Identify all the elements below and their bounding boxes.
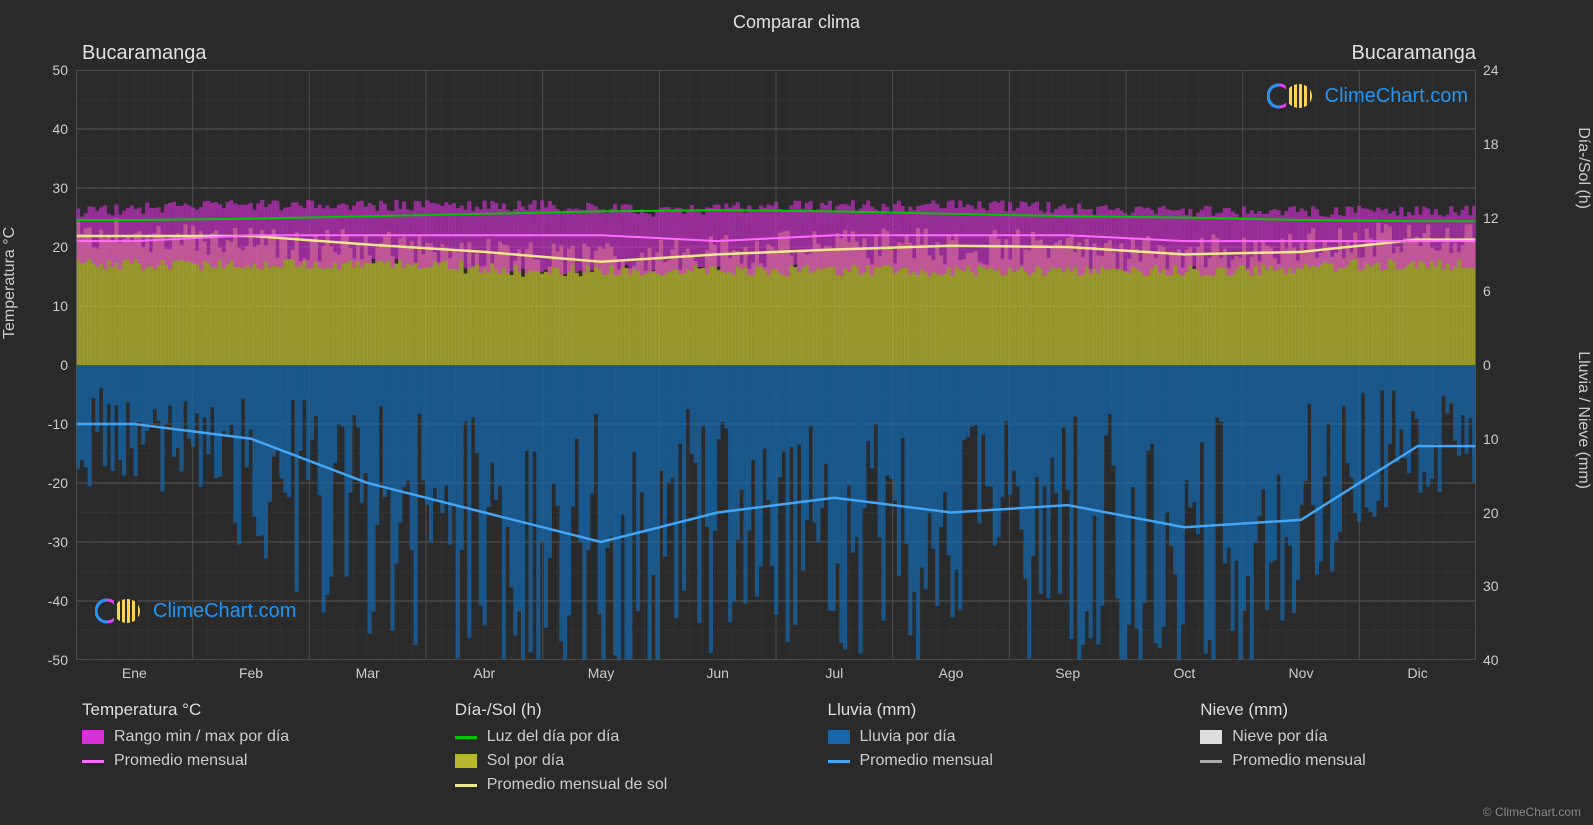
watermark-logo-bottom: ClimeChart.com	[95, 595, 296, 627]
legend-item: Promedio mensual	[828, 752, 1181, 770]
legend-item: Promedio mensual	[82, 752, 435, 770]
city-label-right: Bucaramanga	[1351, 42, 1476, 65]
legend-group-title: Temperatura °C	[82, 700, 435, 720]
y-tick-right: 6	[1483, 283, 1491, 299]
y-tick-left: -20	[48, 475, 68, 491]
y-axis-right-top-label: Día-/Sol (h)	[1574, 127, 1592, 209]
y-tick-left: 20	[52, 239, 68, 255]
x-tick: Sep	[1055, 665, 1080, 681]
legend-item: Nieve por día	[1200, 728, 1553, 746]
x-tick: Ene	[122, 665, 147, 681]
legend-line-icon	[1200, 760, 1222, 763]
y-tick-left: -10	[48, 416, 68, 432]
legend-line-icon	[455, 784, 477, 787]
y-tick-left: -40	[48, 593, 68, 609]
legend-swatch-icon	[1200, 730, 1222, 744]
x-tick: May	[588, 665, 614, 681]
y-tick-left: -50	[48, 652, 68, 668]
legend-line-icon	[455, 736, 477, 739]
y-tick-right: 20	[1483, 505, 1499, 521]
legend-group-title: Nieve (mm)	[1200, 700, 1553, 720]
legend-group: Nieve (mm) Nieve por día Promedio mensual	[1200, 700, 1553, 800]
legend-group: Día-/Sol (h) Luz del día por día Sol por d…	[455, 700, 808, 800]
legend-group-title: Día-/Sol (h)	[455, 700, 808, 720]
y-tick-left: 50	[52, 62, 68, 78]
legend-group: Lluvia (mm) Lluvia por día Promedio mensua…	[828, 700, 1181, 800]
x-tick: Feb	[239, 665, 263, 681]
legend-label: Sol por día	[487, 752, 564, 770]
legend-line-icon	[82, 760, 104, 763]
x-tick: Jul	[825, 665, 843, 681]
x-tick: Ago	[939, 665, 964, 681]
y-tick-right: 0	[1483, 357, 1491, 373]
legend-item: Lluvia por día	[828, 728, 1181, 746]
y-tick-left: -30	[48, 534, 68, 550]
city-label-left: Bucaramanga	[82, 42, 207, 65]
y-tick-right: 40	[1483, 652, 1499, 668]
y-tick-left: 40	[52, 121, 68, 137]
legend: Temperatura °C Rango min / max por día Pro…	[82, 700, 1553, 800]
legend-label: Lluvia por día	[860, 728, 956, 746]
y-axis-right-bot-label: Lluvia / Nieve (mm)	[1574, 351, 1592, 489]
x-tick: Abr	[473, 665, 495, 681]
legend-label: Promedio mensual	[1232, 752, 1365, 770]
legend-item: Promedio mensual	[1200, 752, 1553, 770]
legend-item: Promedio mensual de sol	[455, 776, 808, 794]
y-tick-left: 30	[52, 180, 68, 196]
y-tick-right: 18	[1483, 136, 1499, 152]
legend-item: Rango min / max por día	[82, 728, 435, 746]
brand-icon	[95, 595, 145, 627]
x-tick: Oct	[1173, 665, 1195, 681]
y-tick-left: 10	[52, 298, 68, 314]
watermark-text: ClimeChart.com	[1325, 85, 1468, 108]
x-tick: Nov	[1289, 665, 1314, 681]
legend-group: Temperatura °C Rango min / max por día Pro…	[82, 700, 435, 800]
watermark-logo-top: ClimeChart.com	[1267, 80, 1468, 112]
legend-swatch-icon	[455, 754, 477, 768]
legend-label: Promedio mensual	[860, 752, 993, 770]
copyright-text: © ClimeChart.com	[1483, 805, 1581, 819]
watermark-text: ClimeChart.com	[153, 600, 296, 623]
y-axis-left-label: Temperatura °C	[1, 227, 19, 339]
legend-item: Luz del día por día	[455, 728, 808, 746]
x-tick: Dic	[1408, 665, 1428, 681]
y-tick-right: 12	[1483, 210, 1499, 226]
y-tick-right: 24	[1483, 62, 1499, 78]
y-tick-left: 0	[60, 357, 68, 373]
legend-swatch-icon	[82, 730, 104, 744]
legend-group-title: Lluvia (mm)	[828, 700, 1181, 720]
chart-svg	[76, 70, 1476, 660]
x-tick: Jun	[706, 665, 729, 681]
legend-label: Rango min / max por día	[114, 728, 289, 746]
legend-label: Nieve por día	[1232, 728, 1327, 746]
y-tick-right: 30	[1483, 578, 1499, 594]
legend-label: Luz del día por día	[487, 728, 620, 746]
brand-icon	[1267, 80, 1317, 112]
legend-line-icon	[828, 760, 850, 763]
legend-label: Promedio mensual	[114, 752, 247, 770]
chart-title: Comparar clima	[0, 0, 1593, 33]
x-tick: Mar	[356, 665, 380, 681]
legend-swatch-icon	[828, 730, 850, 744]
chart-plot-area	[76, 70, 1476, 660]
legend-label: Promedio mensual de sol	[487, 776, 668, 794]
legend-item: Sol por día	[455, 752, 808, 770]
y-tick-right: 10	[1483, 431, 1499, 447]
